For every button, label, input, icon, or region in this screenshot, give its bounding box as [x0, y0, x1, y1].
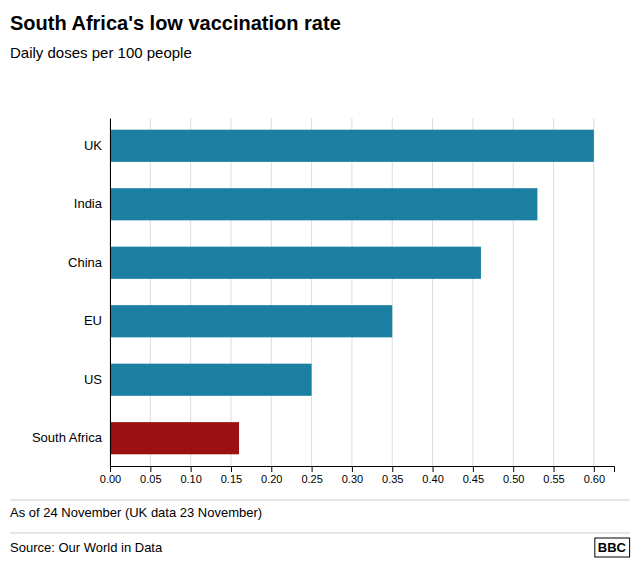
- logo: BBC: [595, 538, 630, 557]
- plot: 0.00 0.05 0.10 0.15 0.20 0.25 0.30 0.35 0.40 0.45…: [32, 118, 615, 485]
- tick: 0.50: [503, 466, 524, 485]
- x-axis: 0.00 0.05 0.10 0.15 0.20 0.25 0.30 0.35 0.40 0.45…: [100, 466, 615, 485]
- tick: 0.55: [543, 466, 564, 485]
- grid-line: [230, 118, 231, 466]
- grid: [110, 118, 594, 466]
- tick-mark: [312, 466, 313, 472]
- grid-line: [271, 118, 272, 466]
- grid-line: [392, 118, 393, 466]
- grid-line: [110, 118, 111, 466]
- tick: 0.30: [342, 466, 363, 485]
- tick-mark: [594, 466, 595, 472]
- tick: 0.60: [584, 466, 605, 485]
- tick-mark: [433, 466, 434, 472]
- tick: China: [68, 255, 103, 270]
- tick: 0.10: [180, 466, 201, 485]
- tick-label: 0.05: [140, 473, 161, 485]
- bar: [110, 130, 594, 162]
- tick: 0.15: [221, 466, 242, 485]
- tick-label: US: [84, 372, 102, 387]
- tick-label: 0.40: [422, 473, 443, 485]
- tick: India: [74, 196, 103, 211]
- grid-line: [513, 118, 514, 466]
- grid-line: [190, 118, 191, 466]
- tick-label: China: [68, 255, 103, 270]
- tick: UK: [84, 138, 102, 153]
- tick-label: 0.10: [180, 473, 201, 485]
- y-axis: UK India China EU US South Africa: [32, 119, 111, 467]
- axis-line: [110, 119, 111, 467]
- tick-label: 0.60: [584, 473, 605, 485]
- tick-label: 0.30: [342, 473, 363, 485]
- tick: US: [84, 372, 102, 387]
- tick-label: 0.50: [503, 473, 524, 485]
- grid-line: [593, 118, 594, 466]
- tick-label: 0.15: [221, 473, 242, 485]
- tick: EU: [84, 313, 102, 328]
- bar: [110, 247, 481, 279]
- tick-label: India: [74, 196, 103, 211]
- tick: 0.40: [422, 466, 443, 485]
- grid-line: [150, 118, 151, 466]
- grid-line: [311, 118, 312, 466]
- separator: [10, 500, 630, 501]
- tick-label: 0.45: [463, 473, 484, 485]
- bar: [110, 364, 312, 396]
- grid-line: [472, 118, 473, 466]
- tick-mark: [231, 466, 232, 472]
- tick: 0.20: [261, 466, 282, 485]
- subtitle: Daily doses per 100 people: [10, 44, 192, 61]
- tick-mark: [513, 466, 514, 472]
- tick-mark: [191, 466, 192, 472]
- tick-label: 0.25: [301, 473, 322, 485]
- tick-label: 0.00: [100, 473, 121, 485]
- tick-mark: [392, 466, 393, 472]
- separator: [10, 533, 630, 534]
- tick: South Africa: [32, 430, 103, 445]
- title: South Africa's low vaccination rate: [10, 12, 341, 34]
- tick: 0.35: [382, 466, 403, 485]
- tick-label: South Africa: [32, 430, 103, 445]
- bar: [110, 422, 239, 454]
- logo-box: [595, 538, 630, 557]
- tick-mark: [554, 466, 555, 472]
- tick-label: 0.35: [382, 473, 403, 485]
- tick: 0.05: [140, 466, 161, 485]
- tick: 0.25: [301, 466, 322, 485]
- tick-label: EU: [84, 313, 102, 328]
- chart: South Africa's low vaccination rate Daily…: [0, 0, 640, 566]
- tick-mark: [271, 466, 272, 472]
- source: Source: Our World in Data: [10, 540, 163, 555]
- tick-mark: [473, 466, 474, 472]
- bars: [110, 130, 594, 455]
- grid-line: [351, 118, 352, 466]
- footnote: As of 24 November (UK data 23 November): [10, 505, 262, 520]
- tick: 0.45: [463, 466, 484, 485]
- tick-label: UK: [84, 138, 102, 153]
- tick-mark: [352, 466, 353, 472]
- tick-label: 0.55: [543, 473, 564, 485]
- grid-line: [553, 118, 554, 466]
- grid-line: [432, 118, 433, 466]
- tick-mark: [150, 466, 151, 472]
- logo-text: BBC: [598, 540, 627, 555]
- bar: [110, 305, 392, 337]
- axis-line: [111, 467, 615, 473]
- tick-label: 0.20: [261, 473, 282, 485]
- tick-mark: [110, 466, 111, 472]
- bar: [110, 188, 537, 220]
- tick: 0.00: [100, 466, 121, 485]
